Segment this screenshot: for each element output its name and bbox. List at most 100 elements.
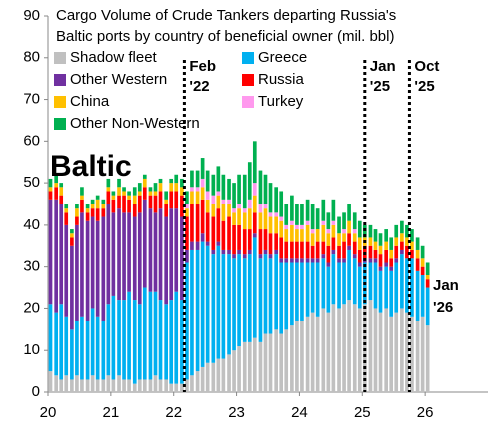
y-tick-label: 30 <box>23 258 40 275</box>
bar-segment <box>158 379 163 392</box>
bar-segment <box>174 383 179 392</box>
region-label: Baltic <box>50 150 132 183</box>
bar-segment <box>384 262 389 267</box>
bar-segment <box>405 237 409 246</box>
bar-segment <box>59 379 64 392</box>
bar-segment <box>216 241 221 246</box>
bar-segment <box>95 208 100 221</box>
bar-segment <box>242 254 247 259</box>
bar-segment <box>180 216 184 301</box>
bar-segment <box>410 241 414 250</box>
bar-segment <box>237 346 241 392</box>
bar-segment <box>268 254 273 259</box>
bar-segment <box>232 258 236 351</box>
bar-segment <box>227 249 231 255</box>
bar-segment <box>85 212 90 221</box>
bar-segment <box>247 229 252 250</box>
bar-segment <box>48 191 53 200</box>
bar-segment <box>362 224 367 238</box>
bar-segment <box>137 183 142 192</box>
bar-segment <box>331 224 336 238</box>
bar-segment <box>216 166 221 192</box>
bar-segment <box>90 208 95 217</box>
bar-segment <box>205 170 210 192</box>
bar-segment <box>95 220 100 317</box>
bar-segment <box>279 216 284 221</box>
bar-segment <box>263 249 268 255</box>
bar-segment <box>420 275 425 317</box>
bar-segment <box>85 320 90 380</box>
bar-segment <box>185 216 189 250</box>
bar-segment <box>347 245 351 250</box>
bar-segment <box>310 262 315 313</box>
bar-segment <box>237 208 241 225</box>
bar-segment <box>237 174 241 204</box>
bar-segment <box>59 195 64 204</box>
bar-segment <box>279 258 284 263</box>
bar-segment <box>200 158 205 179</box>
bar-segment <box>352 229 357 234</box>
bar-segment <box>242 229 247 255</box>
x-tick-label: 25 <box>354 404 371 421</box>
bar-segment <box>373 258 378 263</box>
bar-segment <box>59 304 64 380</box>
bar-segment <box>425 262 430 276</box>
bar-segment <box>158 191 163 209</box>
bar-segment <box>142 174 147 179</box>
bar-segment <box>158 208 163 301</box>
bar-segment <box>290 262 294 326</box>
bar-segment <box>389 270 394 317</box>
bar-segment <box>59 187 64 196</box>
bar-segment <box>127 212 131 292</box>
bar-segment <box>153 191 158 196</box>
bar-segment <box>158 178 163 184</box>
bar-segment <box>378 270 383 313</box>
x-tick-label: 22 <box>165 404 182 421</box>
bar-segment <box>321 258 326 309</box>
bar-segment <box>415 320 420 392</box>
legend-label: China <box>70 93 110 110</box>
bar-segment <box>200 233 205 242</box>
bar-segment <box>357 308 362 392</box>
bar-segment <box>263 229 268 250</box>
bar-segment <box>59 204 64 305</box>
bar-segment <box>153 212 158 292</box>
bar-segment <box>227 354 231 392</box>
bar-segment <box>252 233 257 238</box>
bar-segment <box>180 178 184 188</box>
bar-segment <box>263 208 268 230</box>
bar-segment <box>70 245 74 330</box>
bar-segment <box>342 262 346 305</box>
bar-segment <box>342 304 346 392</box>
bar-segment <box>331 304 336 392</box>
bar-segment <box>64 316 69 376</box>
bar-segment <box>185 249 189 263</box>
bar-segment <box>263 333 268 392</box>
bar-segment <box>384 308 389 392</box>
bar-segment <box>190 241 194 250</box>
bar-segment <box>64 224 69 317</box>
bar-segment <box>117 300 121 376</box>
legend-label: Turkey <box>258 93 304 110</box>
bar-segment <box>101 379 106 392</box>
bar-segment <box>389 237 394 250</box>
bar-segment <box>378 266 383 271</box>
bar-segment <box>347 204 351 221</box>
bar-segment <box>305 316 310 392</box>
bar-segment <box>242 208 247 213</box>
bar-segment <box>321 241 326 255</box>
bar-segment <box>279 237 284 259</box>
chart-title: Baltic ports by country of beneficial ow… <box>56 28 394 45</box>
bar-segment <box>180 300 184 384</box>
bar-segment <box>315 262 320 317</box>
bar-segment <box>295 320 299 392</box>
bar-segment <box>326 262 331 267</box>
bar-segment <box>268 258 273 334</box>
bar-segment <box>80 199 84 213</box>
marker-label: '25 <box>370 78 390 95</box>
bar-segment <box>180 195 184 217</box>
bar-segment <box>227 178 231 200</box>
bar-segment <box>54 375 59 392</box>
bar-segment <box>54 187 59 200</box>
bar-segment <box>216 358 221 392</box>
